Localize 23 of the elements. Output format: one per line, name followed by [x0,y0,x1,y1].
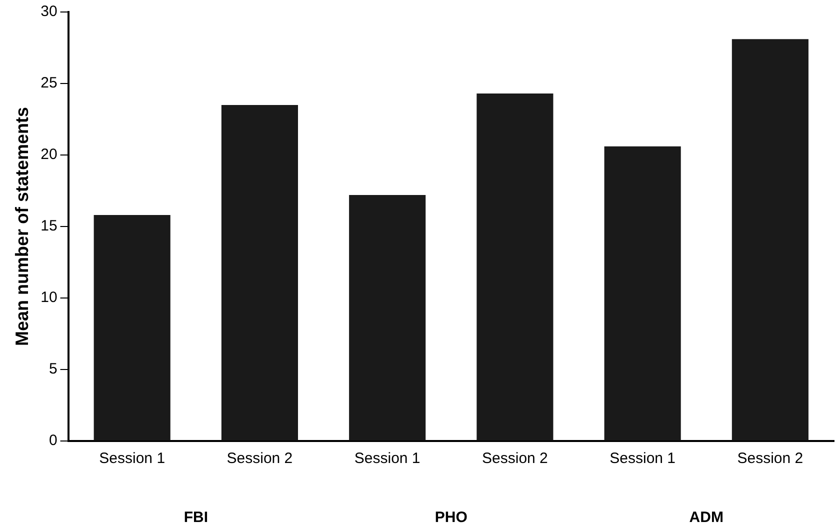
y-tick-label: 30 [40,3,58,20]
y-tick-label: 15 [40,218,58,235]
x-tick-label: Session 2 [226,450,293,468]
text: PHO [434,509,468,523]
bar [476,94,554,440]
bar [94,215,170,440]
y-tick-label: 5 [48,360,58,378]
bar [732,39,808,440]
bar [221,104,298,440]
y-tick-label: 0 [48,432,58,450]
x-tick-label: Session 1 [99,450,166,468]
y-tick-label: 10 [40,289,58,306]
text: ADM [689,509,724,523]
y-tick-label: 20 [40,146,58,164]
x-tick-label: Session 1 [354,450,420,468]
x-tick-label: Session 2 [482,450,548,468]
x-tick-label: Session 1 [610,450,676,468]
bar [604,146,681,440]
text: FBI [184,509,208,523]
bar [349,195,426,440]
y-axis-title: Mean number of statements [12,106,32,346]
x-tick-label: Session 2 [737,450,804,468]
y-tick-label: 25 [40,74,58,92]
